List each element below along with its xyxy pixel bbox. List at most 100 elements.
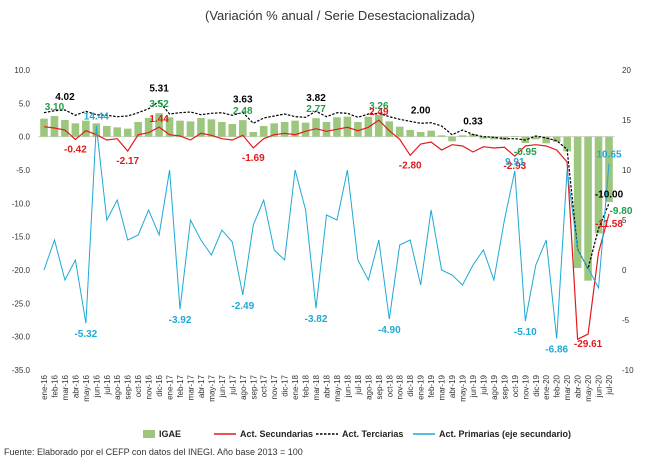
y2-tick-label: -10 — [622, 366, 634, 375]
x-tick-label: feb-16 — [50, 374, 59, 397]
y-tick-label: 0.0 — [19, 133, 31, 142]
x-tick-label: ago-19 — [490, 374, 499, 399]
x-tick-label: mar-18 — [312, 374, 321, 400]
x-tick-label: jun-20 — [595, 374, 604, 398]
x-tick-label: jul-18 — [354, 374, 363, 395]
bar — [291, 120, 299, 137]
x-tick-label: ago-17 — [239, 374, 248, 399]
x-tick-label: jul-17 — [228, 374, 237, 395]
x-tick-label: jun-18 — [343, 374, 352, 398]
x-tick-label: mar-17 — [186, 374, 195, 400]
bar — [270, 123, 278, 137]
y2-tick-label: 5 — [622, 216, 627, 225]
x-tick-label: oct-19 — [511, 374, 520, 397]
x-tick-label: abr-20 — [574, 374, 583, 398]
legend-swatch — [143, 430, 155, 438]
y2-tick-label: 10 — [622, 166, 631, 175]
legend-label: Act. Terciarias — [342, 429, 403, 439]
y-tick-label: -10.0 — [12, 199, 31, 208]
value-label: -5.10 — [514, 327, 537, 338]
x-tick-label: ene-20 — [542, 374, 551, 399]
x-tick-label: jun-19 — [469, 374, 478, 398]
x-tick-label: abr-16 — [71, 374, 80, 398]
value-label: 14.44 — [84, 112, 109, 123]
bar — [228, 124, 237, 137]
x-tick-label: nov-19 — [521, 374, 530, 399]
bar — [301, 122, 310, 137]
value-label: 2.48 — [233, 106, 253, 117]
value-label: 9.91 — [505, 157, 525, 168]
x-tick-label: may-18 — [333, 374, 342, 401]
value-label: -2.17 — [116, 156, 139, 167]
bar — [155, 113, 163, 137]
x-tick-label: sep-19 — [500, 374, 509, 399]
y-tick-label: -5.0 — [16, 166, 30, 175]
x-tick-label: jun-17 — [218, 374, 227, 398]
value-label: -0.95 — [514, 147, 537, 158]
x-tick-label: ene-19 — [417, 374, 426, 399]
value-label: -29.61 — [574, 339, 603, 350]
bar — [594, 136, 603, 234]
bar — [165, 117, 174, 137]
x-tick-label: oct-17 — [260, 374, 269, 397]
y2-tick-label: 0 — [622, 266, 627, 275]
value-label: 3.52 — [149, 99, 169, 110]
x-tick-label: may-20 — [584, 374, 593, 401]
value-label: 2.00 — [411, 105, 431, 116]
value-label: 3.10 — [45, 102, 65, 113]
x-tick-label: jun-16 — [92, 374, 101, 398]
bar — [333, 117, 341, 137]
x-tick-label: feb-20 — [553, 374, 562, 397]
bar — [385, 121, 394, 137]
x-tick-label: jul-16 — [103, 374, 112, 395]
bar — [82, 120, 90, 137]
bar — [343, 116, 352, 137]
bar — [123, 128, 132, 137]
x-tick-label: nov-16 — [145, 374, 154, 399]
bar — [280, 122, 289, 137]
x-tick-label: jul-19 — [479, 374, 488, 395]
value-label: -10.00 — [595, 189, 624, 200]
value-label: 5.31 — [149, 83, 169, 94]
value-label: -0.42 — [64, 144, 87, 155]
y2-tick-label: -5 — [622, 316, 630, 325]
x-tick-label: may-16 — [82, 374, 91, 401]
value-label: 3.63 — [233, 94, 253, 105]
bar — [427, 130, 435, 137]
line — [43, 100, 610, 271]
x-tick-label: ene-16 — [40, 374, 49, 399]
value-label: 0.33 — [463, 116, 483, 127]
value-label: 2.77 — [306, 104, 326, 115]
value-label: -3.92 — [169, 315, 192, 326]
y2-tick-label: 15 — [622, 116, 631, 125]
x-tick-label: ene-17 — [166, 374, 175, 399]
bar — [218, 122, 226, 137]
x-tick-label: feb-19 — [427, 374, 436, 397]
bar — [490, 136, 498, 140]
bar — [249, 132, 258, 137]
bar — [416, 132, 425, 137]
x-tick-label: oct-18 — [385, 374, 394, 397]
x-tick-label: nov-17 — [270, 374, 279, 399]
bar — [375, 114, 383, 137]
value-label: -3.82 — [305, 314, 328, 325]
bar — [395, 126, 404, 137]
chart-title: (Variación % anual / Serie Desestacional… — [205, 8, 475, 23]
y2-tick-label: 20 — [622, 66, 631, 75]
y-tick-label: -25.0 — [12, 299, 31, 308]
bar — [448, 136, 456, 142]
x-tick-label: may-17 — [207, 374, 216, 401]
bar — [531, 136, 540, 140]
value-label: 4.02 — [55, 92, 75, 103]
x-tick-label: mar-16 — [61, 374, 70, 400]
bar — [186, 121, 195, 137]
value-label: -4.90 — [378, 325, 401, 336]
value-label: -2.80 — [399, 160, 422, 171]
x-tick-label: may-19 — [459, 374, 468, 401]
x-tick-label: mar-19 — [438, 374, 447, 400]
bar — [259, 126, 268, 137]
bar — [469, 134, 477, 137]
bar — [312, 118, 320, 137]
value-label: -1.69 — [242, 153, 265, 164]
source-note: Fuente: Elaborado por el CEFP con datos … — [4, 447, 303, 457]
